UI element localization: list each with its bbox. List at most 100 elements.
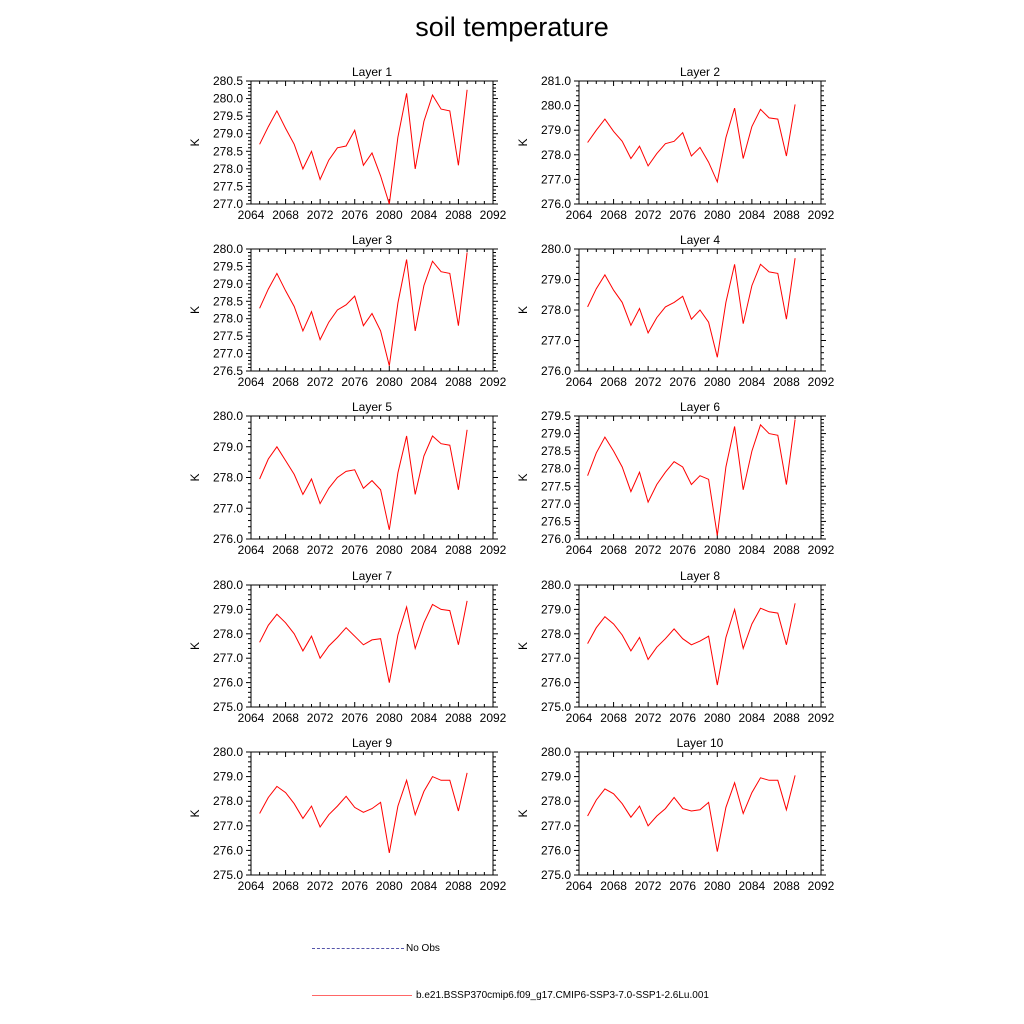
panel-1: Layer 1 K 2064 2068 2072 2076 2080 2084 2088 2092… <box>188 65 507 222</box>
x-tick-label: 2064 <box>566 879 593 893</box>
x-tick-label: 2064 <box>238 879 265 893</box>
y-axis-label: K <box>188 809 202 817</box>
y-tick-label: 275.0 <box>213 700 243 714</box>
x-tick-label: 2092 <box>808 375 835 389</box>
x-tick-label: 2080 <box>376 375 403 389</box>
y-tick-label: 278.0 <box>541 627 571 641</box>
x-tick-label: 2076 <box>341 879 368 893</box>
x-tick-label: 2068 <box>600 879 627 893</box>
panel-title: Layer 1 <box>352 65 392 79</box>
y-tick-label: 276.0 <box>541 364 571 378</box>
panel-title: Layer 6 <box>680 400 720 414</box>
x-tick-label: 2068 <box>600 543 627 557</box>
series-line <box>587 104 796 184</box>
y-tick-label: 279.5 <box>213 109 243 123</box>
x-tick-label: 2076 <box>669 375 696 389</box>
panel-3: Layer 3 K 2064 2068 2072 2076 2080 2084 2088 2092… <box>188 233 507 389</box>
x-tick-label: 2084 <box>739 208 766 222</box>
panel-10: Layer 10 K 2064 2068 2072 2076 2080 2084 2088 209… <box>516 736 835 893</box>
x-tick-label: 2064 <box>566 543 593 557</box>
x-tick-label: 2068 <box>272 208 299 222</box>
series-line <box>259 429 468 530</box>
y-tick-label: 276.5 <box>541 514 571 528</box>
y-tick-label: 280.5 <box>213 74 243 88</box>
series-line <box>587 775 796 852</box>
y-tick-label: 276.5 <box>213 364 243 378</box>
x-tick-label: 2064 <box>566 208 593 222</box>
y-tick-label: 277.0 <box>541 172 571 186</box>
y-axis-label: K <box>516 473 530 481</box>
y-tick-label: 279.0 <box>541 273 571 287</box>
y-tick-label: 277.0 <box>213 347 243 361</box>
panel-title: Layer 5 <box>352 400 392 414</box>
panel-title: Layer 3 <box>352 233 392 247</box>
y-tick-label: 279.0 <box>541 770 571 784</box>
x-tick-label: 2084 <box>739 711 766 725</box>
x-tick-label: 2088 <box>445 543 472 557</box>
x-tick-label: 2080 <box>376 711 403 725</box>
x-tick-label: 2080 <box>704 543 731 557</box>
legend-model-label: b.e21.BSSP370cmip6.f09_g17.CMIP6-SSP3-7.… <box>416 990 709 1001</box>
x-tick-label: 2072 <box>307 543 334 557</box>
legend-obs-entry: No Obs <box>312 943 440 954</box>
y-axis-label: K <box>188 642 202 650</box>
y-tick-label: 277.0 <box>213 651 243 665</box>
plot-frame <box>250 248 494 372</box>
x-tick-label: 2064 <box>566 375 593 389</box>
plot-frame <box>250 751 494 876</box>
y-tick-label: 277.0 <box>541 651 571 665</box>
y-tick-label: 281.0 <box>541 74 571 88</box>
y-tick-label: 277.0 <box>213 197 243 211</box>
x-tick-label: 2072 <box>635 543 662 557</box>
y-tick-label: 275.0 <box>541 868 571 882</box>
y-tick-label: 277.0 <box>213 819 243 833</box>
plot-frame <box>578 80 822 205</box>
plot-frame <box>250 80 494 205</box>
plot-frame <box>250 584 494 708</box>
legend-model-line <box>312 995 412 996</box>
x-tick-label: 2072 <box>307 879 334 893</box>
series-line <box>587 603 796 686</box>
x-tick-label: 2068 <box>600 711 627 725</box>
x-tick-label: 2068 <box>272 375 299 389</box>
panel-title: Layer 10 <box>677 736 724 750</box>
x-tick-label: 2080 <box>376 208 403 222</box>
y-axis-label: K <box>188 306 202 314</box>
panel-title: Layer 8 <box>680 569 720 583</box>
x-tick-label: 2084 <box>411 208 438 222</box>
y-tick-label: 278.0 <box>541 794 571 808</box>
x-tick-label: 2068 <box>272 711 299 725</box>
plot-frame <box>250 415 494 540</box>
page-title: soil temperature <box>415 12 609 42</box>
y-axis-label: K <box>516 642 530 650</box>
y-tick-label: 277.0 <box>213 501 243 515</box>
x-tick-label: 2068 <box>600 375 627 389</box>
x-tick-label: 2080 <box>704 879 731 893</box>
x-tick-label: 2084 <box>411 375 438 389</box>
x-tick-label: 2092 <box>808 879 835 893</box>
y-tick-label: 280.0 <box>213 242 243 256</box>
x-tick-label: 2088 <box>773 375 800 389</box>
legend-obs-label: No Obs <box>406 943 440 954</box>
series-line <box>259 89 468 205</box>
x-tick-label: 2072 <box>635 375 662 389</box>
x-tick-label: 2084 <box>411 879 438 893</box>
x-tick-label: 2072 <box>307 711 334 725</box>
x-tick-label: 2068 <box>600 208 627 222</box>
y-tick-label: 277.0 <box>541 819 571 833</box>
x-tick-label: 2080 <box>376 543 403 557</box>
x-tick-label: 2092 <box>480 711 507 725</box>
y-tick-label: 280.0 <box>541 242 571 256</box>
y-tick-label: 280.0 <box>213 409 243 423</box>
x-tick-label: 2092 <box>808 208 835 222</box>
x-tick-label: 2076 <box>341 375 368 389</box>
x-tick-label: 2092 <box>480 375 507 389</box>
legend-model-entry: b.e21.BSSP370cmip6.f09_g17.CMIP6-SSP3-7.… <box>312 990 709 1001</box>
x-tick-label: 2088 <box>445 711 472 725</box>
y-tick-label: 279.5 <box>213 259 243 273</box>
x-tick-label: 2088 <box>773 208 800 222</box>
x-tick-label: 2088 <box>445 879 472 893</box>
x-tick-label: 2076 <box>669 208 696 222</box>
x-tick-label: 2064 <box>566 711 593 725</box>
